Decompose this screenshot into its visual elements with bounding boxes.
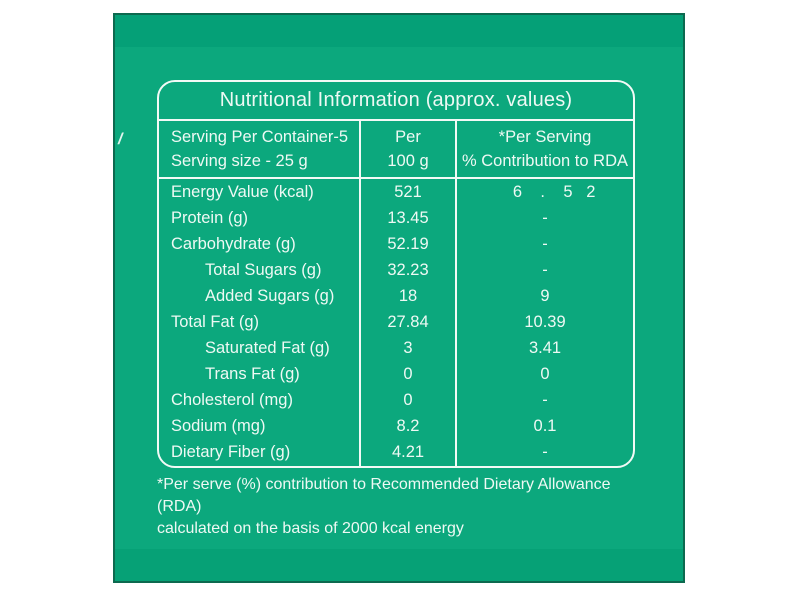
header-col-serving: Serving Per Container-5 Serving size - 2… [159, 121, 359, 177]
nutrient-rda-value: 10.39 [524, 313, 566, 332]
nutrient-per-100g-value: 13.45 [359, 205, 457, 232]
nutrition-label-panel: / Nutritional Information (approx. value… [113, 13, 685, 583]
nutrient-per-100g-value: 52.19 [359, 231, 457, 258]
header-col-rda: *Per Serving % Contribution to RDA [457, 121, 633, 177]
nutrient-rda-value: - [542, 208, 548, 227]
nutrient-per-100g-value: 18 [359, 283, 457, 310]
nutrient-rda-value: 0 [540, 365, 550, 384]
nutrient-rda-value: - [542, 391, 548, 410]
nutrient-label: Total Fat (g) [171, 313, 260, 332]
header-serving-line2: Serving size - 25 g [171, 152, 308, 170]
table-row: Carbohydrate (g) 52.19 - [159, 231, 633, 258]
nutrient-label: Carbohydrate (g) [171, 234, 296, 253]
header-per-line1: Per [395, 128, 421, 146]
nutrient-label: Energy Value (kcal) [171, 182, 314, 201]
table-row: Cholesterol (mg) 0 - [159, 387, 633, 414]
footnote-line1: *Per serve (%) contribution to Recommend… [157, 476, 611, 515]
nutrient-rda-value: - [542, 443, 548, 462]
stray-mark: / [118, 131, 123, 148]
nutrient-per-100g-value: 0 [359, 387, 457, 414]
header-col-per-100g: Per 100 g [359, 121, 457, 177]
nutrient-rda-value: 0.1 [533, 417, 557, 436]
table-row: Saturated Fat (g) 3 3.41 [159, 335, 633, 362]
nutrient-per-100g-value: 4.21 [359, 439, 457, 466]
nutrient-rda-value: 3.41 [528, 339, 562, 358]
nutrient-label: Protein (g) [171, 208, 249, 227]
table-row: Dietary Fiber (g) 4.21 - [159, 439, 633, 466]
nutrient-per-100g-value: 27.84 [359, 309, 457, 336]
footnote: *Per serve (%) contribution to Recommend… [157, 474, 657, 540]
table-row: Added Sugars (g) 18 9 [159, 283, 633, 310]
nutrition-table: Nutritional Information (approx. values)… [157, 80, 635, 468]
panel-top-shade [115, 15, 683, 47]
nutrient-rda-value: - [542, 260, 548, 279]
table-row: Trans Fat (g) 0 0 [159, 361, 633, 388]
table-row: Sodium (mg) 8.2 0.1 [159, 413, 633, 440]
table-row: Protein (g) 13.45 - [159, 205, 633, 232]
table-row: Total Sugars (g) 32.23 - [159, 257, 633, 284]
table-body: Energy Value (kcal) 521 6 . 5 2 Protein (g… [159, 179, 633, 466]
panel-bottom-shade [115, 549, 683, 581]
nutrient-per-100g-value: 521 [359, 179, 457, 206]
nutrient-rda-value: - [542, 234, 548, 253]
nutrient-per-100g-value: 8.2 [359, 413, 457, 440]
footnote-line2: calculated on the basis of 2000 kcal ene… [157, 520, 464, 537]
nutrient-label: Trans Fat (g) [205, 365, 300, 384]
table-title: Nutritional Information (approx. values) [159, 82, 633, 121]
nutrient-label: Added Sugars (g) [205, 286, 335, 305]
header-serving-line1: Serving Per Container-5 [171, 128, 349, 146]
nutrient-label: Total Sugars (g) [205, 260, 322, 279]
nutrient-rda-value: 6 . 5 2 [494, 182, 596, 201]
nutrient-label: Dietary Fiber (g) [171, 443, 291, 462]
nutrient-per-100g-value: 32.23 [359, 257, 457, 284]
nutrient-rda-value: 9 [540, 286, 550, 305]
nutrient-per-100g-value: 3 [359, 335, 457, 362]
header-rda-line1: *Per Serving [498, 128, 592, 146]
header-rda-line2: % Contribution to RDA [462, 152, 628, 170]
nutrient-label: Cholesterol (mg) [171, 391, 293, 410]
table-header: Serving Per Container-5 Serving size - 2… [159, 121, 633, 179]
table-row: Energy Value (kcal) 521 6 . 5 2 [159, 179, 633, 206]
nutrient-per-100g-value: 0 [359, 361, 457, 388]
nutrient-label: Saturated Fat (g) [205, 339, 330, 358]
header-per-line2: 100 g [387, 152, 429, 170]
table-row: Total Fat (g) 27.84 10.39 [159, 309, 633, 336]
nutrient-label: Sodium (mg) [171, 417, 266, 436]
